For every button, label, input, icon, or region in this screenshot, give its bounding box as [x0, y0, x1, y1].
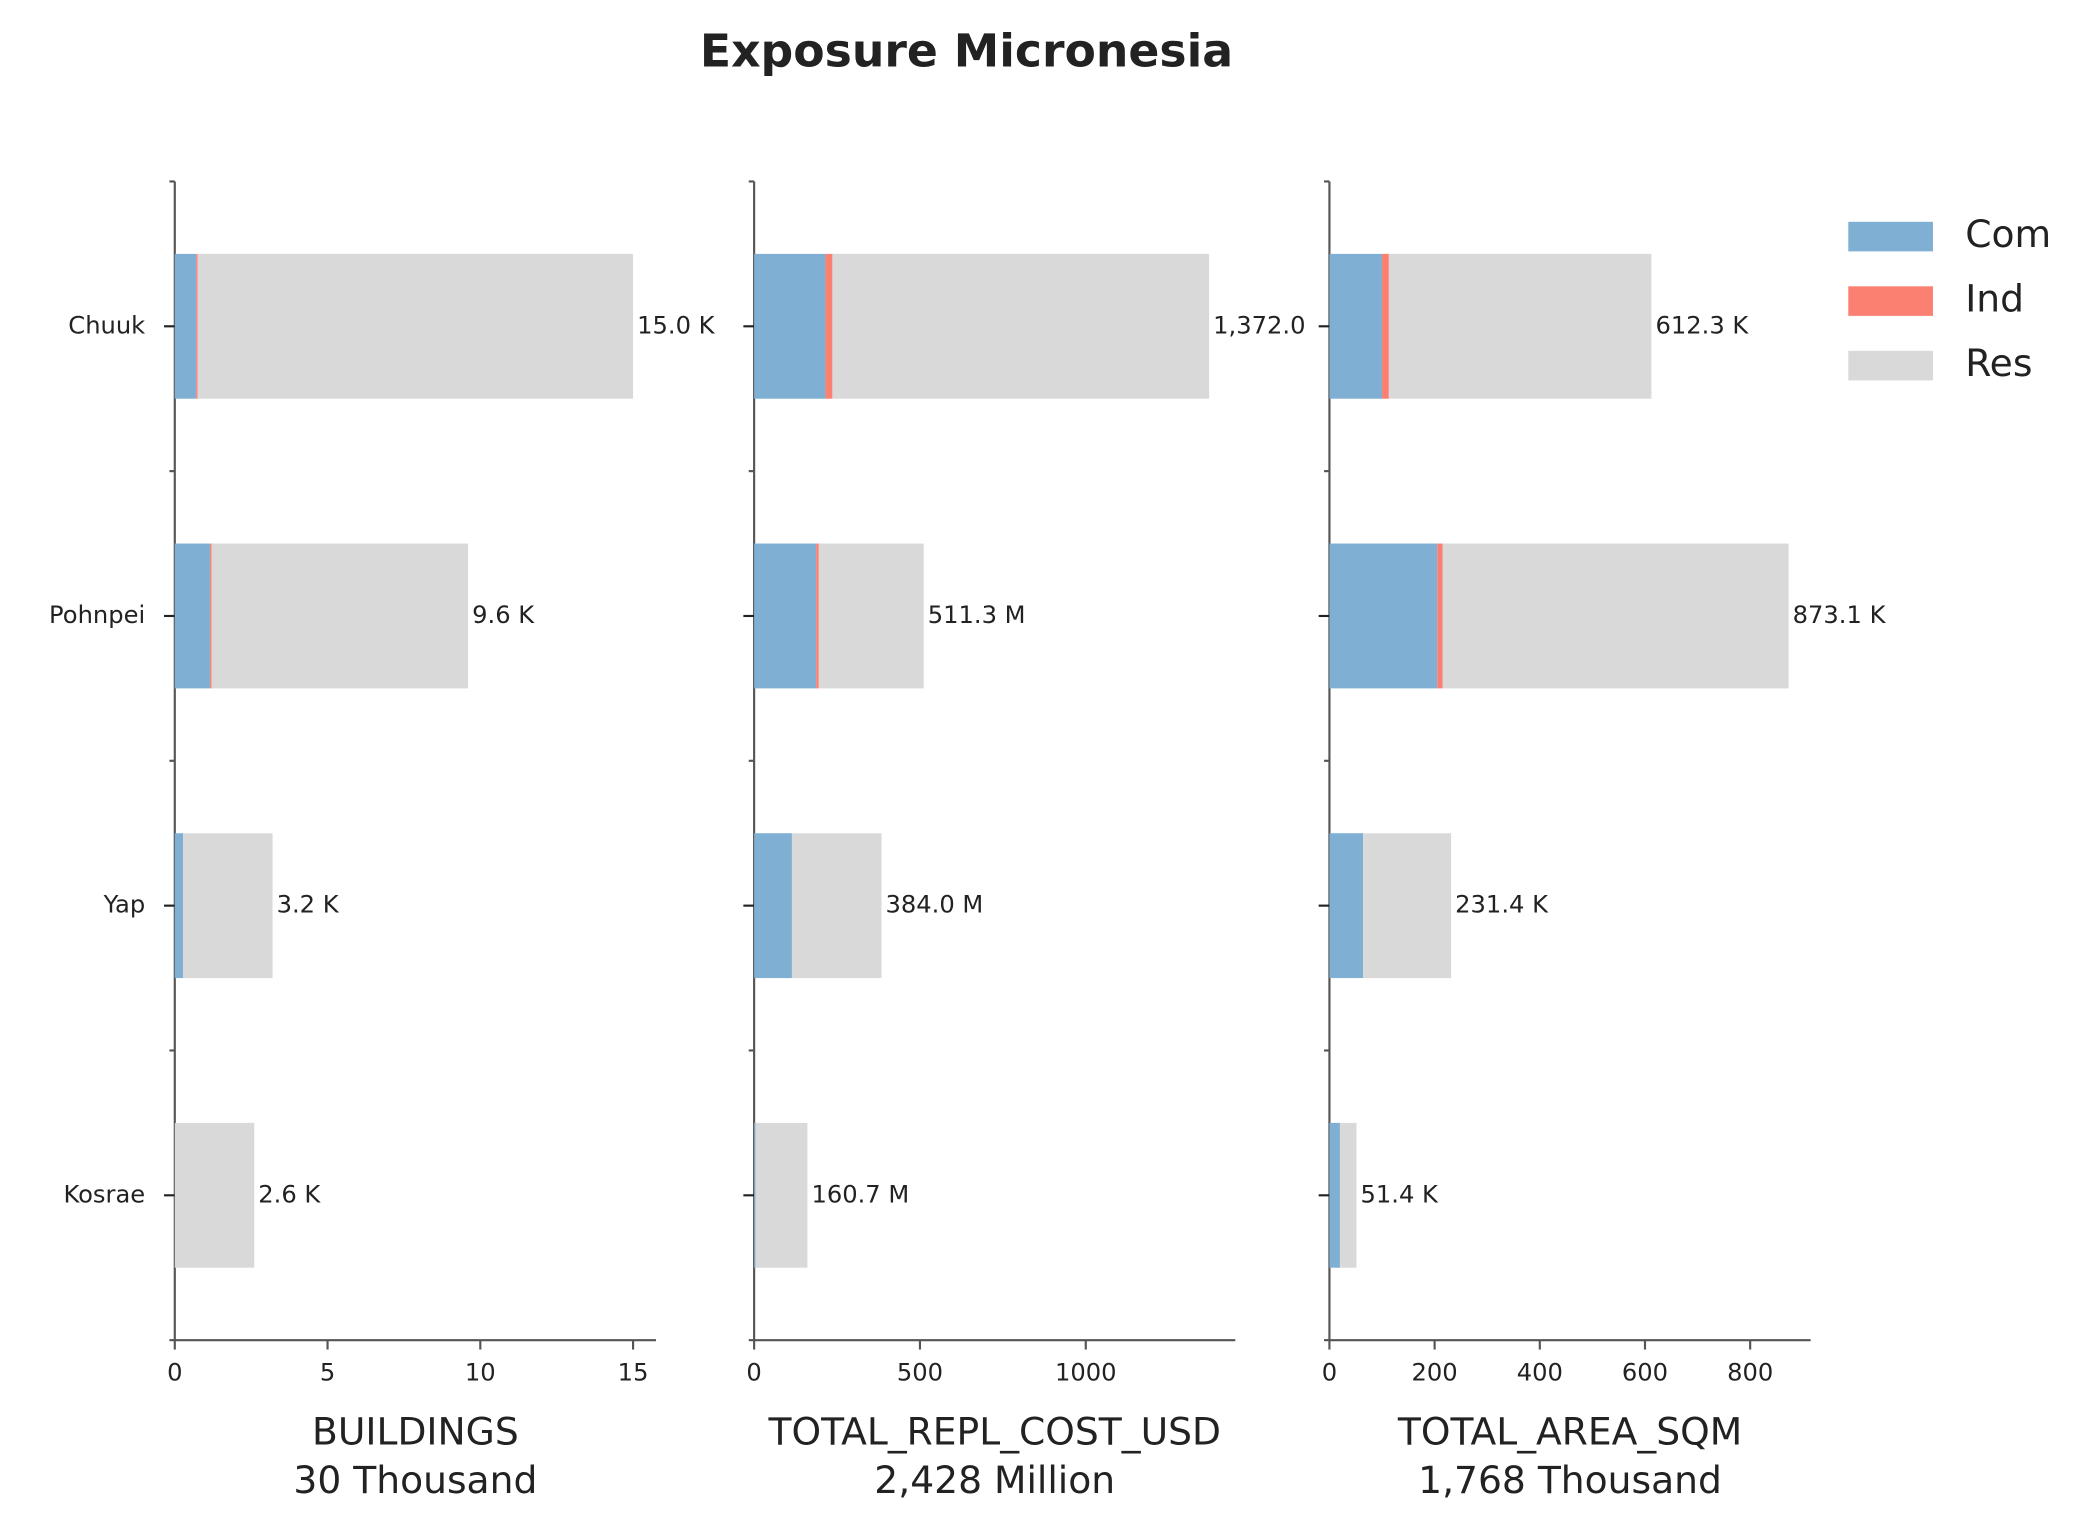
legend-label: Res — [1965, 341, 2032, 385]
legend-swatch — [1848, 350, 1933, 381]
total-label: 15.0 K — [637, 311, 716, 339]
x-tick-label: 600 — [1622, 1358, 1668, 1386]
bar-segment — [1442, 543, 1789, 689]
x-tick-label: 200 — [1412, 1358, 1458, 1386]
total-label: 231.4 K — [1455, 891, 1549, 919]
bar-segment — [754, 253, 826, 399]
total-label: 384.0 M — [886, 891, 984, 919]
x-axis-label: TOTAL_AREA_SQM — [1397, 1410, 1742, 1454]
bar-segment — [209, 543, 212, 689]
bar-segment — [832, 253, 1210, 399]
total-label: 1,372.0 — [1213, 311, 1305, 339]
x-axis-label: TOTAL_REPL_COST_USD — [767, 1410, 1221, 1454]
bar-segment — [1382, 253, 1389, 399]
bar-segment — [754, 1122, 756, 1268]
y-tick-label: Chuuk — [68, 311, 145, 339]
legend-swatch — [1848, 286, 1933, 316]
bar-segment — [816, 543, 819, 689]
bar-segment — [1339, 1122, 1357, 1268]
total-label: 160.7 M — [811, 1180, 909, 1208]
bar-segment — [1388, 253, 1652, 399]
total-label: 2.6 K — [258, 1180, 321, 1208]
x-tick-label: 10 — [465, 1358, 496, 1386]
bar-segment — [1437, 543, 1443, 689]
x-axis-label: BUILDINGS — [312, 1410, 519, 1454]
bar-segment — [174, 1122, 255, 1268]
bar-segment — [1363, 833, 1452, 979]
total-label: 9.6 K — [472, 601, 535, 629]
x-axis-subtitle: 30 Thousand — [293, 1458, 537, 1502]
bar-segment — [1329, 833, 1364, 979]
total-label: 51.4 K — [1360, 1180, 1439, 1208]
total-label: 3.2 K — [277, 891, 340, 919]
bar-segment — [196, 253, 198, 399]
bar-segment — [825, 253, 833, 399]
total-label: 511.3 M — [928, 601, 1026, 629]
x-tick-label: 1000 — [1055, 1358, 1117, 1386]
bar-segment — [755, 1122, 808, 1268]
legend-swatch — [1848, 221, 1933, 252]
x-tick-label: 0 — [167, 1358, 182, 1386]
chart-title: Exposure Micronesia — [700, 24, 1233, 77]
bar-segment — [174, 543, 210, 689]
legend-label: Com — [1965, 212, 2051, 256]
bar-segment — [818, 543, 924, 689]
bar-segment — [174, 253, 197, 399]
x-tick-label: 15 — [618, 1358, 649, 1386]
bar-segment — [754, 543, 817, 689]
bar-segment — [174, 833, 184, 979]
x-tick-label: 500 — [897, 1358, 943, 1386]
bar-segment — [197, 253, 634, 399]
x-tick-label: 400 — [1517, 1358, 1563, 1386]
x-axis-subtitle: 2,428 Million — [874, 1458, 1115, 1502]
bar-segment — [211, 543, 469, 689]
x-tick-label: 0 — [746, 1358, 761, 1386]
bar-segment — [754, 833, 792, 979]
total-label: 612.3 K — [1655, 311, 1749, 339]
legend-label: Ind — [1965, 277, 2024, 321]
y-tick-label: Pohnpei — [49, 601, 145, 629]
x-axis-subtitle: 1,768 Thousand — [1418, 1458, 1722, 1502]
bar-segment — [1329, 1122, 1340, 1268]
x-tick-label: 800 — [1727, 1358, 1773, 1386]
bar-segment — [1329, 543, 1438, 689]
y-tick-label: Kosrae — [63, 1180, 145, 1208]
bar-segment — [791, 833, 882, 979]
bar-segment — [183, 833, 273, 979]
y-tick-label: Yap — [103, 891, 146, 919]
x-tick-label: 0 — [1322, 1358, 1337, 1386]
bar-segment — [1329, 253, 1383, 399]
total-label: 873.1 K — [1793, 601, 1887, 629]
x-tick-label: 5 — [320, 1358, 335, 1386]
